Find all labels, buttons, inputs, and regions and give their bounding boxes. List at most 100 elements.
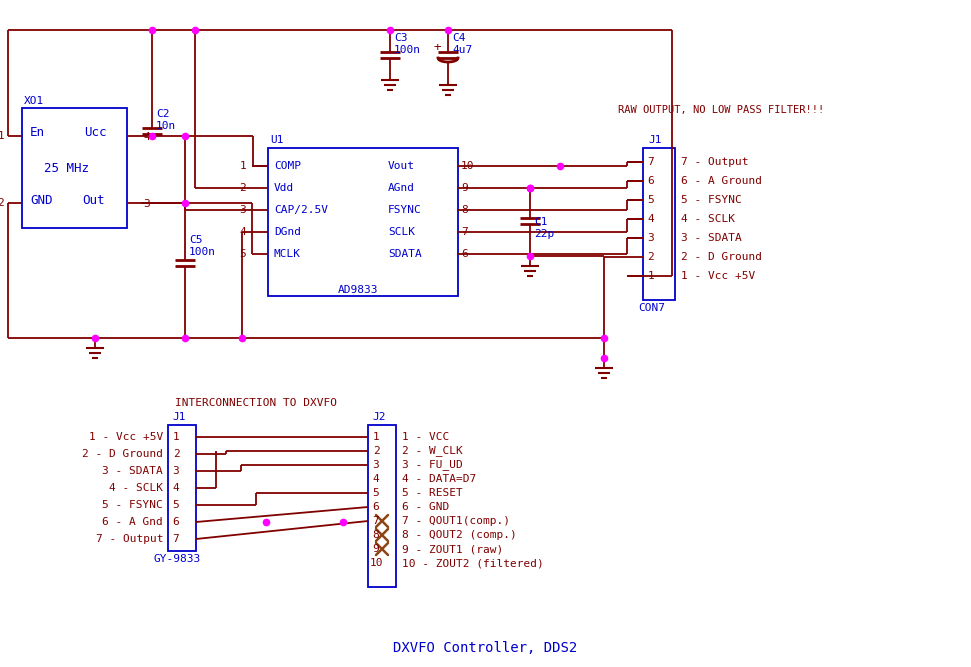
Text: 10 - ZOUT2 (filtered): 10 - ZOUT2 (filtered)	[402, 558, 544, 568]
Text: 1: 1	[373, 432, 380, 442]
Text: Out: Out	[82, 195, 105, 207]
Text: 1: 1	[0, 131, 4, 141]
Text: 2 - W_CLK: 2 - W_CLK	[402, 446, 463, 456]
Text: AD9833: AD9833	[338, 285, 379, 295]
Text: 2 - D Ground: 2 - D Ground	[82, 449, 163, 459]
Text: En: En	[30, 125, 45, 139]
Text: 1: 1	[239, 161, 246, 171]
Text: C5: C5	[189, 235, 203, 245]
Text: 9 - ZOUT1 (raw): 9 - ZOUT1 (raw)	[402, 544, 503, 554]
Text: GY-9833: GY-9833	[153, 554, 200, 564]
Text: RAW OUTPUT, NO LOW PASS FILTER!!!: RAW OUTPUT, NO LOW PASS FILTER!!!	[618, 105, 824, 115]
Text: C2: C2	[156, 109, 170, 119]
Text: 5: 5	[373, 488, 380, 498]
Text: GND: GND	[30, 195, 52, 207]
Text: 2: 2	[648, 252, 654, 262]
Text: 1: 1	[173, 432, 180, 442]
Bar	[22, 108, 127, 228]
Text: 1 - Vcc +5V: 1 - Vcc +5V	[681, 271, 755, 281]
Text: 4: 4	[239, 227, 246, 237]
Text: 3: 3	[239, 205, 246, 215]
Text: 6 - GND: 6 - GND	[402, 502, 450, 512]
Text: 1 - Vcc +5V: 1 - Vcc +5V	[88, 432, 163, 442]
Text: 25 MHz: 25 MHz	[44, 161, 89, 175]
Text: CAP/2.5V: CAP/2.5V	[274, 205, 328, 215]
Bar	[368, 425, 396, 587]
Text: J1: J1	[172, 412, 185, 422]
Text: 4: 4	[373, 474, 380, 484]
Text: 9: 9	[461, 183, 468, 193]
Text: 6 - A Gnd: 6 - A Gnd	[102, 517, 163, 527]
Text: 1: 1	[648, 271, 654, 281]
Text: 1 - VCC: 1 - VCC	[402, 432, 450, 442]
Text: 8: 8	[373, 530, 380, 540]
Text: 5: 5	[648, 195, 654, 205]
Text: CON7: CON7	[638, 303, 665, 313]
Text: Vout: Vout	[388, 161, 415, 171]
Text: 6: 6	[373, 502, 380, 512]
Text: 4: 4	[173, 483, 180, 493]
Text: 6: 6	[648, 176, 654, 186]
Text: INTERCONNECTION TO DXVFO: INTERCONNECTION TO DXVFO	[175, 398, 337, 408]
Text: 100n: 100n	[394, 45, 421, 55]
Text: 2: 2	[0, 198, 4, 208]
Text: 4: 4	[648, 214, 654, 224]
Text: 7: 7	[373, 516, 380, 526]
Text: 7: 7	[648, 157, 654, 167]
Text: 3: 3	[648, 233, 654, 243]
Text: 6: 6	[461, 249, 468, 259]
Text: 10: 10	[461, 161, 475, 171]
Text: 4 - SCLK: 4 - SCLK	[109, 483, 163, 493]
Text: 3 - SDATA: 3 - SDATA	[681, 233, 742, 243]
Text: 3 - SDATA: 3 - SDATA	[102, 466, 163, 476]
Text: DGnd: DGnd	[274, 227, 301, 237]
Bar	[268, 148, 458, 296]
Text: 7 - Output: 7 - Output	[681, 157, 749, 167]
Text: FSYNC: FSYNC	[388, 205, 421, 215]
Bar	[643, 148, 675, 300]
Text: 3: 3	[143, 199, 150, 209]
Text: 3: 3	[373, 460, 380, 470]
Text: J1: J1	[648, 135, 661, 145]
Text: C1: C1	[534, 217, 548, 227]
Text: 8 - QOUT2 (comp.): 8 - QOUT2 (comp.)	[402, 530, 517, 540]
Text: SDATA: SDATA	[388, 249, 421, 259]
Text: 9: 9	[373, 544, 380, 554]
Text: J2: J2	[372, 412, 385, 422]
Text: MCLK: MCLK	[274, 249, 301, 259]
Text: 5: 5	[239, 249, 246, 259]
Text: 5 - FSYNC: 5 - FSYNC	[681, 195, 742, 205]
Text: 5 - FSYNC: 5 - FSYNC	[102, 500, 163, 510]
Text: 4u7: 4u7	[452, 45, 472, 55]
Text: 2: 2	[239, 183, 246, 193]
Bar	[168, 425, 196, 551]
Text: 2: 2	[173, 449, 180, 459]
Text: 4: 4	[143, 132, 150, 142]
Text: C3: C3	[394, 33, 408, 43]
Text: 3: 3	[173, 466, 180, 476]
Text: 6: 6	[173, 517, 180, 527]
Text: 10: 10	[369, 558, 383, 568]
Text: +: +	[434, 41, 442, 55]
Text: 3 - FU_UD: 3 - FU_UD	[402, 460, 463, 470]
Text: 4 - SCLK: 4 - SCLK	[681, 214, 735, 224]
Text: 7 - QOUT1(comp.): 7 - QOUT1(comp.)	[402, 516, 510, 526]
Text: DXVFO Controller, DDS2: DXVFO Controller, DDS2	[393, 641, 577, 655]
Text: 5: 5	[173, 500, 180, 510]
Text: 6 - A Ground: 6 - A Ground	[681, 176, 762, 186]
Text: 4 - DATA=D7: 4 - DATA=D7	[402, 474, 476, 484]
Text: 7 - Output: 7 - Output	[95, 534, 163, 544]
Text: 8: 8	[461, 205, 468, 215]
Text: Ucc: Ucc	[84, 125, 107, 139]
Text: SCLK: SCLK	[388, 227, 415, 237]
Text: XO1: XO1	[24, 96, 45, 106]
Text: 5 - RESET: 5 - RESET	[402, 488, 463, 498]
Text: 100n: 100n	[189, 247, 216, 257]
Text: 2: 2	[373, 446, 380, 456]
Text: Vdd: Vdd	[274, 183, 294, 193]
Text: COMP: COMP	[274, 161, 301, 171]
Text: 7: 7	[173, 534, 180, 544]
Text: C4: C4	[452, 33, 465, 43]
Text: 22p: 22p	[534, 229, 554, 239]
Text: U1: U1	[270, 135, 284, 145]
